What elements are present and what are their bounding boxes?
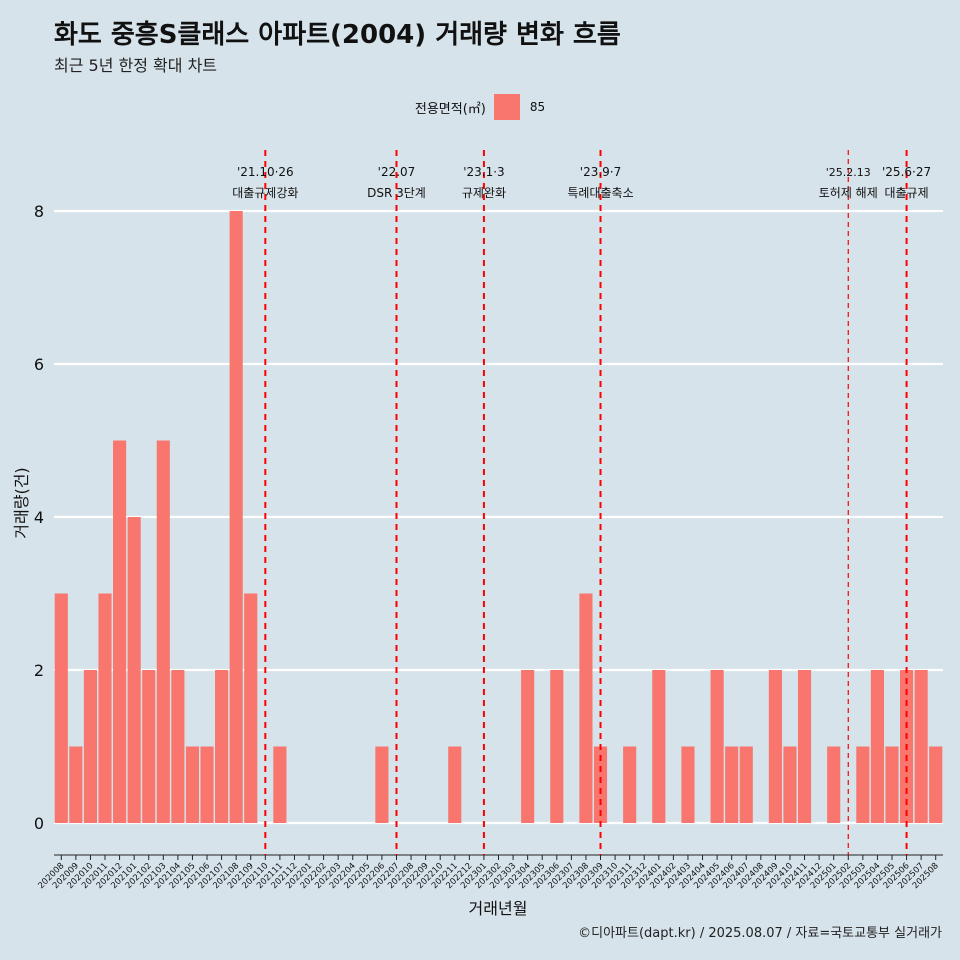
bar	[127, 517, 141, 823]
legend-title: 전용면적(㎡)	[414, 101, 486, 117]
bar	[83, 670, 97, 823]
event-date: '22.07	[378, 165, 416, 179]
bar	[98, 593, 112, 823]
bar	[870, 670, 884, 823]
chart-title: 화도 중흥S클래스 아파트(2004) 거래량 변화 흐름	[54, 20, 621, 50]
bar	[652, 670, 666, 823]
bar	[710, 670, 724, 823]
bar	[521, 670, 535, 823]
bar	[885, 746, 899, 823]
event-label: 대출규제	[884, 186, 928, 200]
bar	[200, 746, 214, 823]
bar	[215, 670, 229, 823]
source-caption: ©디아파트(dapt.kr) / 2025.08.07 / 자료=국토교통부 실…	[578, 926, 942, 941]
y-axis-title: 거래량(건)	[12, 467, 31, 538]
event-label: 특례대출축소	[567, 186, 633, 200]
bar	[725, 746, 739, 823]
bar	[185, 746, 200, 823]
legend-swatch	[493, 94, 520, 120]
bar	[579, 593, 593, 823]
y-tick-label: 6	[34, 355, 44, 374]
event-date: '23.1·3	[463, 165, 504, 179]
y-tick-label: 0	[34, 814, 44, 833]
bar	[623, 746, 637, 823]
bar	[229, 211, 243, 823]
event-label: 규제완화	[462, 186, 506, 200]
bar	[156, 440, 170, 823]
bar	[768, 670, 782, 823]
bar	[827, 746, 841, 823]
legend-label: 85	[529, 100, 546, 114]
event-date: '21.10·26	[237, 165, 294, 179]
chart-subtitle: 최근 5년 한정 확대 차트	[54, 56, 218, 75]
bar	[448, 746, 462, 823]
legend: 전용면적(㎡) 85	[0, 93, 960, 121]
event-label: DSR 3단계	[367, 186, 426, 200]
bar	[797, 670, 812, 823]
bar	[929, 746, 943, 823]
bar	[244, 593, 258, 823]
event-date: '25.6·27	[882, 165, 931, 179]
bar	[113, 440, 127, 823]
event-label: 대출규제강화	[232, 186, 298, 200]
bar	[171, 670, 185, 823]
bar	[593, 746, 608, 823]
x-axis-title: 거래년월	[469, 899, 528, 918]
bar	[856, 746, 870, 823]
bar	[681, 746, 695, 823]
y-tick-label: 2	[34, 661, 44, 680]
y-tick-label: 4	[34, 508, 44, 527]
bar	[914, 670, 928, 823]
bar	[69, 746, 83, 823]
bar	[550, 670, 564, 823]
event-label: 토허제 해제	[819, 186, 878, 200]
event-date: '25.2.13	[826, 166, 871, 179]
bar	[142, 670, 156, 823]
bar	[783, 746, 797, 823]
bar	[375, 746, 389, 823]
y-tick-label: 8	[34, 202, 44, 221]
bar	[54, 593, 68, 823]
bar	[739, 746, 753, 823]
bar	[273, 746, 287, 823]
event-date: '23.9·7	[580, 165, 621, 179]
